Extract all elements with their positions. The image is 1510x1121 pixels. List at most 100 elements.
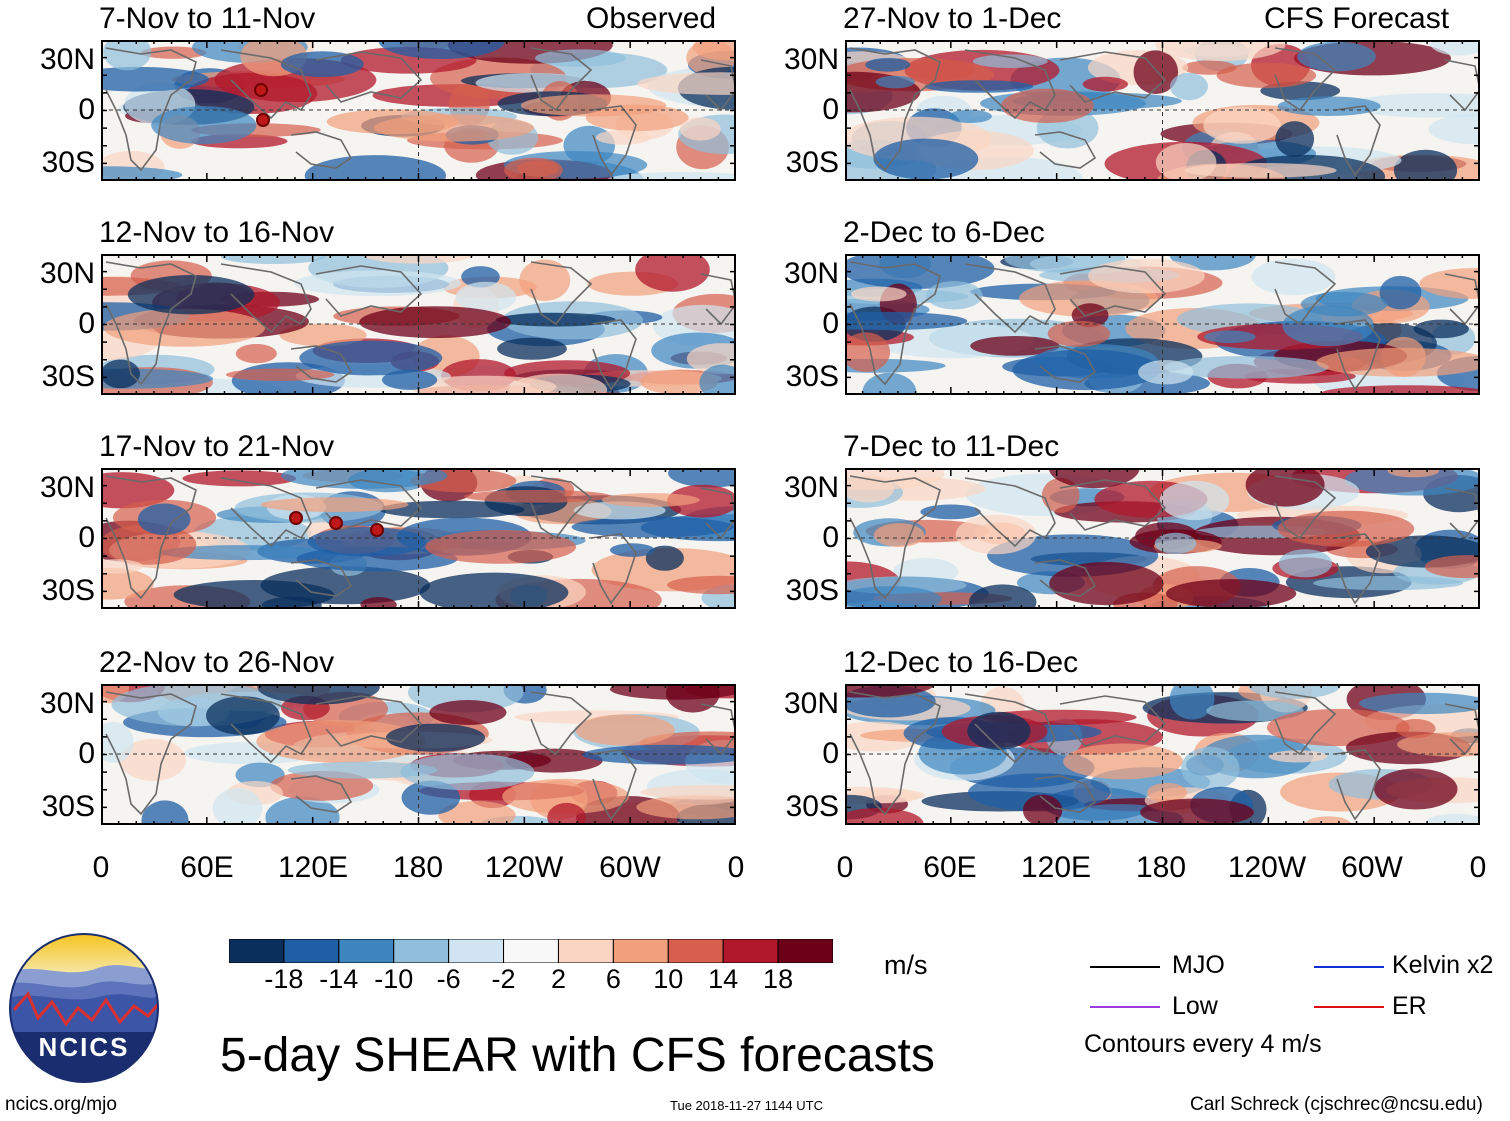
ncics-logo-image <box>9 933 159 1083</box>
coastline <box>849 691 941 816</box>
x-tick-label: 0 <box>836 851 854 884</box>
y-tick-label: 30S <box>41 146 95 179</box>
x-tick-label: 0 <box>727 851 745 884</box>
coastline <box>700 487 736 540</box>
shear-anomaly-patch <box>1049 562 1164 606</box>
shear-anomaly-patch <box>607 172 736 181</box>
shear-anomaly-patch <box>1184 163 1337 178</box>
shear-anomaly-patch <box>845 807 924 825</box>
shear-anomaly-patch <box>1313 576 1464 591</box>
shear-anomaly-patch <box>875 75 915 89</box>
y-tick-label: 30N <box>39 257 95 290</box>
shear-anomaly-patch <box>212 788 263 825</box>
shear-anomaly-patch <box>948 109 992 123</box>
shear-anomaly-patch <box>1428 114 1480 145</box>
colorbar-swatch <box>667 938 724 964</box>
x-tick-label: 60E <box>923 851 977 884</box>
coastline <box>290 775 353 813</box>
colorbar <box>228 938 834 964</box>
shear-anomaly-patch <box>464 489 612 503</box>
shear-anomaly-patch <box>1181 746 1240 790</box>
colorbar-swatch <box>283 938 340 964</box>
shear-anomaly-patch <box>862 372 917 395</box>
shear-anomaly-patch <box>1163 356 1329 379</box>
y-tick-label: 30S <box>41 360 95 393</box>
shear-anomaly-patch <box>845 684 935 698</box>
shear-anomaly-patch <box>686 40 736 76</box>
observed-header: Observed <box>586 2 717 35</box>
shear-anomaly-patch <box>151 106 257 145</box>
shear-map-panel <box>845 40 1480 181</box>
shear-anomaly-patch <box>1347 93 1480 118</box>
colorbar-swatch <box>393 938 450 964</box>
y-tick-label: 30S <box>41 790 95 823</box>
coastline <box>590 749 637 821</box>
colorbar-swatch <box>777 938 834 964</box>
y-tick-label: 30N <box>783 43 839 76</box>
shear-anomaly-patch <box>287 761 438 779</box>
shear-anomaly-patch <box>1159 480 1230 521</box>
coastline <box>849 261 941 386</box>
cfs-forecast-header: CFS Forecast <box>1264 2 1450 35</box>
shear-anomaly-patch <box>1206 700 1304 722</box>
coastline <box>530 475 593 540</box>
coastline <box>1059 479 1167 531</box>
shear-anomaly-patch <box>699 364 736 395</box>
x-tick-label: 180 <box>1135 851 1187 884</box>
y-tick-label: 0 <box>78 737 95 770</box>
colorbar-swatch <box>557 938 614 964</box>
y-tick-label: 30N <box>783 257 839 290</box>
footer-url[interactable]: ncics.org/mjo <box>5 1094 117 1115</box>
y-tick-label: 0 <box>822 93 839 126</box>
coastline <box>315 265 423 317</box>
colorbar-tick-label: 2 <box>550 964 566 994</box>
x-tick-label: 120E <box>277 851 349 884</box>
panel-title: 12-Nov to 16-Nov <box>99 216 335 249</box>
shear-anomaly-patch <box>1359 692 1480 715</box>
shear-anomaly-patch <box>519 259 571 301</box>
shear-anomaly-patch <box>1012 349 1160 391</box>
shear-anomaly-patch <box>304 155 447 181</box>
shear-anomaly-patch <box>257 684 380 705</box>
coastline <box>1274 47 1337 112</box>
shear-anomaly-patch <box>967 711 1031 750</box>
shear-anomaly-patch <box>924 80 1034 93</box>
shear-anomaly-patch <box>1397 732 1480 757</box>
panel-title: 22-Nov to 26-Nov <box>99 646 335 679</box>
shear-anomaly-patch <box>926 281 983 310</box>
shear-anomaly-patch <box>1022 794 1063 825</box>
shear-anomaly-patch <box>679 117 721 141</box>
coastline <box>1444 487 1480 540</box>
shear-anomaly-patch <box>1216 62 1317 88</box>
shear-anomaly-patch <box>969 584 1037 609</box>
shear-anomaly-patch <box>280 468 448 489</box>
panel-title: 7-Nov to 11-Nov <box>99 2 316 35</box>
shear-anomaly-patch <box>520 94 667 117</box>
coastline <box>290 345 353 383</box>
shear-anomaly-patch <box>235 762 285 788</box>
shear-anomaly-patch <box>497 337 567 360</box>
y-tick-label: 0 <box>822 521 839 554</box>
shear-anomaly-patch <box>1393 149 1458 181</box>
coastline <box>105 475 197 600</box>
shear-anomaly-patch <box>571 516 734 538</box>
shear-anomaly-patch <box>159 545 327 561</box>
colorbar-swatch <box>722 938 779 964</box>
shear-anomaly-patch <box>637 72 736 95</box>
shear-anomaly-patch <box>635 254 710 292</box>
shear-anomaly-patch <box>1247 684 1342 699</box>
shear-anomaly-patch <box>101 472 175 509</box>
coastline <box>849 47 941 172</box>
colorbar-swatch <box>338 938 395 964</box>
x-tick-label: 180 <box>392 851 444 884</box>
shear-anomaly-patch <box>1169 684 1215 720</box>
legend-line-kelvin-x2 <box>1314 966 1384 968</box>
shear-anomaly-patch <box>1047 320 1111 347</box>
shear-anomaly-patch <box>1395 719 1436 739</box>
x-tick-label: 60E <box>180 851 234 884</box>
x-tick-label: 60W <box>1341 851 1403 884</box>
y-tick-label: 30S <box>785 146 839 179</box>
coastline <box>1444 273 1480 326</box>
shear-anomaly-patch <box>972 54 1048 68</box>
y-tick-label: 30N <box>783 687 839 720</box>
